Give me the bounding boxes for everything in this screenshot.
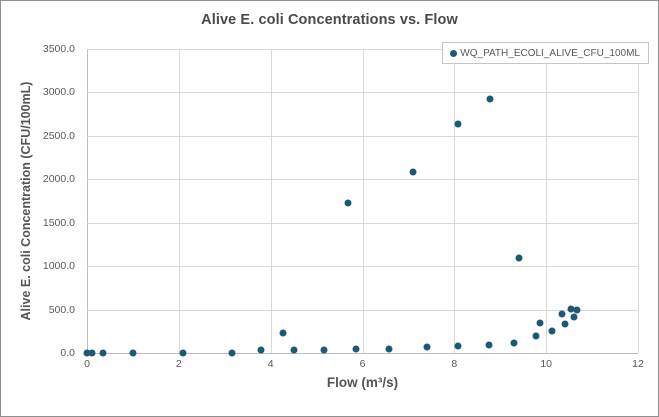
x-tick-label: 2 (175, 358, 182, 370)
data-point (279, 329, 287, 337)
data-point (179, 349, 187, 357)
data-point (409, 168, 417, 176)
legend-marker-icon (450, 49, 458, 57)
data-point (344, 199, 352, 207)
y-tick-label: 2500.0 (42, 129, 75, 142)
y-tick-label: 1500.0 (42, 216, 75, 229)
x-tick-label: 12 (632, 358, 644, 370)
data-point (486, 95, 494, 103)
y-tick-label: 1000.0 (42, 260, 75, 273)
y-tick-label: 2000.0 (42, 173, 75, 186)
x-tick-label: 10 (540, 358, 552, 370)
data-point (532, 332, 540, 340)
data-point (485, 341, 493, 349)
gridline-vertical (454, 49, 456, 353)
data-point (99, 349, 107, 357)
legend-label: WQ_PATH_ECOLI_ALIVE_CFU_100ML (460, 47, 640, 59)
data-point (352, 345, 360, 353)
y-axis-tick-labels: 0.0 500.0 1000.0 1500.0 2000.0 2500.0 3000.0 35… (1, 43, 75, 359)
x-axis-tick-labels: 0 2 4 6 8 10 12 (84, 358, 644, 372)
data-point (515, 254, 523, 262)
x-tick-label: 6 (359, 358, 366, 370)
gridline-horizontal (87, 266, 638, 268)
y-tick-label: 500.0 (48, 303, 75, 316)
gridline-vertical (638, 49, 639, 353)
data-point (228, 349, 236, 357)
legend[interactable]: WQ_PATH_ECOLI_ALIVE_CFU_100ML (442, 42, 649, 64)
data-point (88, 349, 96, 357)
x-axis-title: Flow (m³/s) (326, 375, 399, 390)
y-tick-label: 0.0 (60, 347, 75, 359)
gridline-horizontal (87, 309, 638, 311)
gridline-vertical (362, 49, 364, 353)
data-point (570, 313, 578, 321)
x-tick-label: 8 (451, 358, 458, 370)
data-point (567, 305, 575, 313)
data-point (510, 339, 518, 347)
y-tick-label: 3500.0 (42, 43, 75, 55)
data-point (536, 319, 544, 327)
data-point (423, 343, 431, 351)
data-point (290, 346, 298, 354)
gridline-vertical (270, 49, 272, 353)
gridline-vertical (178, 49, 180, 353)
gridline-vertical (546, 49, 548, 353)
x-tick-label: 4 (267, 358, 274, 370)
data-point (385, 345, 393, 353)
data-point (257, 346, 265, 354)
y-axis-line (87, 49, 88, 353)
data-point (83, 349, 91, 357)
gridline-horizontal (87, 135, 638, 137)
data-point (129, 349, 137, 357)
data-point (573, 306, 581, 314)
data-point (320, 346, 328, 354)
data-point (454, 120, 462, 128)
y-tick-label: 3000.0 (42, 86, 75, 99)
x-axis-line (87, 353, 638, 354)
data-point (561, 320, 569, 328)
gridline-horizontal (87, 222, 638, 224)
chart-title: Alive E. coli Concentrations vs. Flow (201, 12, 458, 28)
x-tick-label: 0 (84, 358, 90, 370)
gridline-horizontal (87, 179, 638, 181)
plot-area (83, 49, 639, 357)
gridline-horizontal (87, 92, 638, 94)
gridline-horizontal (87, 49, 638, 50)
data-point (558, 310, 566, 318)
data-point (454, 342, 462, 350)
data-point (548, 327, 556, 335)
